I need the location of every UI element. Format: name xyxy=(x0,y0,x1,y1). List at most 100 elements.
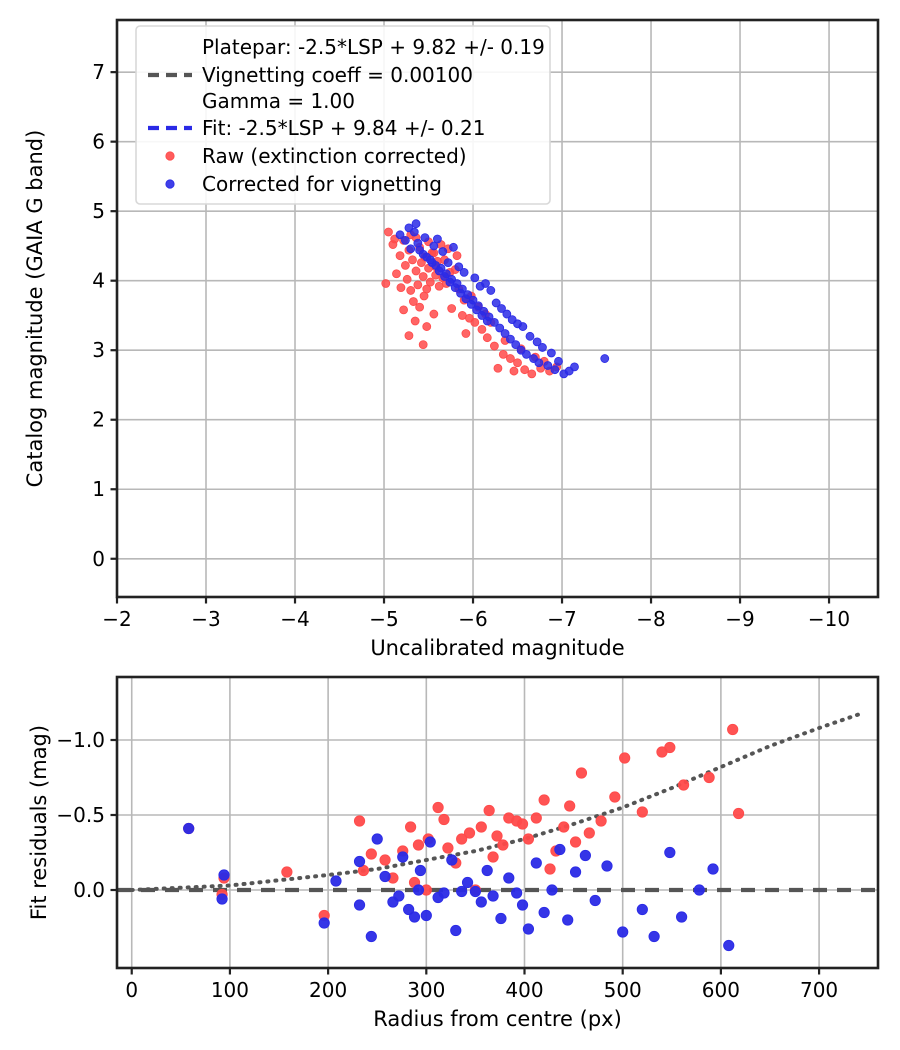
data-point xyxy=(422,252,432,262)
legend-label: Vignetting coeff = 0.00100 xyxy=(202,63,473,87)
data-point xyxy=(183,822,195,835)
xtick-label: −4 xyxy=(280,607,309,631)
data-point xyxy=(433,234,442,244)
data-point xyxy=(483,804,495,817)
data-point xyxy=(723,939,735,952)
data-point xyxy=(583,827,595,839)
data-point xyxy=(429,309,439,319)
data-point xyxy=(414,864,427,877)
data-point xyxy=(408,255,417,265)
axes-photometric-calibration: −2 −3 −4 −5 −6 −7 −8 −9 −10 0 1 2 3 4 5 6 7 Uncalibrated … xyxy=(23,18,880,660)
data-point xyxy=(452,251,462,261)
data-point xyxy=(371,833,383,845)
data-point xyxy=(664,741,676,754)
vignetting-model-curve xyxy=(129,712,861,892)
data-layer xyxy=(381,219,610,379)
data-point xyxy=(487,890,499,902)
data-point xyxy=(470,273,480,283)
data-point xyxy=(522,923,535,935)
xtick-label: 0 xyxy=(125,978,138,1002)
data-point xyxy=(538,343,547,352)
data-layer xyxy=(117,712,878,952)
data-point xyxy=(425,277,435,287)
y-axis-label: Fit residuals (mag) xyxy=(27,725,51,920)
data-point xyxy=(399,305,408,315)
data-point xyxy=(477,311,487,320)
data-point xyxy=(489,341,499,351)
data-point xyxy=(544,863,556,875)
x-axis-label: Radius from centre (px) xyxy=(373,1007,622,1031)
data-point xyxy=(569,836,582,848)
data-point xyxy=(330,875,342,887)
data-point xyxy=(481,279,490,288)
data-point xyxy=(636,806,648,818)
data-point xyxy=(487,851,499,863)
data-point xyxy=(412,839,425,851)
ytick-label: −0.5 xyxy=(56,803,105,827)
data-point xyxy=(443,258,453,268)
data-point xyxy=(408,911,421,923)
data-point xyxy=(456,288,465,298)
data-point xyxy=(511,340,521,350)
data-point xyxy=(513,319,522,329)
data-point xyxy=(732,807,745,820)
data-point xyxy=(513,358,522,368)
data-point xyxy=(450,924,462,937)
data-point xyxy=(410,316,420,326)
data-point xyxy=(395,251,405,261)
xtick-label: 400 xyxy=(505,978,543,1002)
data-point xyxy=(470,318,480,327)
data-point xyxy=(442,842,454,854)
data-point xyxy=(534,358,544,368)
data-point xyxy=(429,241,439,251)
ytick-label: 7 xyxy=(92,60,105,84)
data-point xyxy=(475,896,487,908)
data-point xyxy=(379,870,391,883)
data-point xyxy=(216,893,228,905)
ytick-label: 0 xyxy=(92,547,105,571)
data-point xyxy=(727,723,739,736)
xtick-label: −6 xyxy=(458,607,487,631)
data-point xyxy=(413,280,423,290)
legend-dot-marker xyxy=(165,151,175,161)
data-point xyxy=(447,304,457,313)
data-point xyxy=(475,821,487,833)
data-point xyxy=(498,349,508,359)
data-point xyxy=(406,244,416,254)
ytick-label: 0.0 xyxy=(73,878,105,902)
data-point xyxy=(589,894,601,907)
xtick-label: −8 xyxy=(636,607,665,631)
data-point xyxy=(218,869,230,881)
data-point xyxy=(412,884,425,896)
data-point xyxy=(601,860,613,872)
data-point xyxy=(440,272,449,281)
data-point xyxy=(404,821,417,833)
data-point xyxy=(570,362,579,372)
data-point xyxy=(450,283,460,293)
data-point xyxy=(445,277,455,287)
x-axis-label: Uncalibrated magnitude xyxy=(370,636,624,660)
data-point xyxy=(459,267,469,277)
data-point xyxy=(406,286,416,295)
data-point xyxy=(395,230,405,240)
data-point xyxy=(392,269,401,279)
data-point xyxy=(554,843,566,856)
data-point xyxy=(558,821,570,833)
data-point xyxy=(424,836,436,848)
axes-frame xyxy=(115,18,880,599)
data-point xyxy=(379,854,391,866)
data-point xyxy=(461,294,471,304)
data-point xyxy=(404,331,414,341)
data-point xyxy=(530,857,542,869)
data-point xyxy=(434,266,444,276)
data-point xyxy=(520,365,530,375)
data-point xyxy=(418,272,428,281)
data-point xyxy=(422,284,432,294)
data-point xyxy=(530,812,542,824)
data-point xyxy=(456,833,468,845)
data-point xyxy=(493,363,503,373)
data-point xyxy=(393,890,405,902)
xtick-label: 100 xyxy=(211,978,249,1002)
data-point xyxy=(404,223,414,233)
